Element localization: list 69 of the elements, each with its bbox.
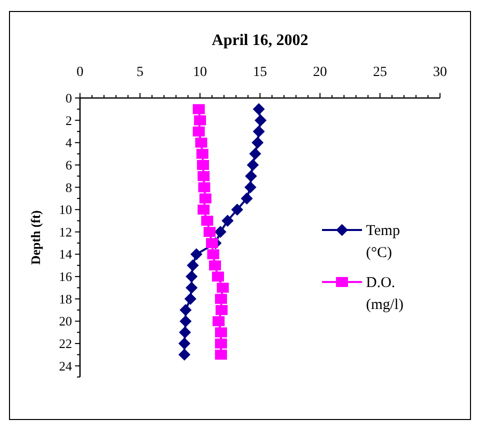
point bbox=[186, 270, 198, 283]
x-tick-label: 20 bbox=[313, 65, 327, 80]
point bbox=[216, 305, 228, 316]
point bbox=[212, 316, 225, 326]
legend-label: Temp (°C) bbox=[366, 223, 400, 261]
point bbox=[215, 294, 227, 304]
y-tick-label: 0 bbox=[66, 90, 72, 106]
x-tick-label: 15 bbox=[253, 65, 267, 80]
y-tick-label: 4 bbox=[66, 135, 72, 150]
y-tick-label: 10 bbox=[59, 202, 72, 218]
y-tick-label: 14 bbox=[59, 246, 72, 262]
point bbox=[198, 182, 210, 192]
y-tick-label: 22 bbox=[59, 336, 72, 352]
y-tick-label: 6 bbox=[66, 157, 72, 172]
point bbox=[198, 171, 210, 182]
point bbox=[179, 326, 191, 338]
point bbox=[252, 125, 265, 138]
point bbox=[198, 204, 210, 215]
point bbox=[192, 126, 205, 136]
point bbox=[196, 148, 208, 159]
point bbox=[180, 315, 192, 328]
y-tick-label: 8 bbox=[66, 180, 72, 195]
point bbox=[249, 148, 262, 160]
y-tick-label: 16 bbox=[59, 269, 72, 284]
point bbox=[240, 192, 253, 204]
point bbox=[252, 136, 264, 149]
point bbox=[180, 304, 192, 316]
x-tick-label: 0 bbox=[76, 65, 84, 80]
x-tick-label: 5 bbox=[136, 65, 144, 80]
point bbox=[201, 216, 214, 226]
x-tick-label: 25 bbox=[373, 65, 387, 80]
point bbox=[184, 292, 196, 305]
y-axis-title: Depth (ft) bbox=[28, 210, 43, 265]
point bbox=[190, 248, 202, 260]
x-tick-label: 30 bbox=[433, 65, 447, 80]
point bbox=[216, 282, 229, 293]
point bbox=[246, 158, 259, 171]
point bbox=[244, 181, 256, 194]
point bbox=[186, 259, 199, 272]
point bbox=[252, 103, 265, 116]
point bbox=[214, 226, 226, 238]
x-tick-label: 10 bbox=[193, 65, 207, 80]
point bbox=[186, 282, 198, 294]
point bbox=[178, 338, 190, 350]
point bbox=[215, 350, 227, 360]
point bbox=[231, 204, 244, 216]
point bbox=[192, 104, 205, 114]
point bbox=[222, 214, 234, 227]
point bbox=[199, 193, 212, 204]
point bbox=[245, 170, 257, 182]
point bbox=[254, 114, 267, 126]
y-tick-label: 24 bbox=[59, 358, 72, 374]
point bbox=[207, 249, 220, 260]
point bbox=[206, 238, 218, 248]
point bbox=[215, 338, 227, 349]
point bbox=[178, 348, 190, 361]
y-tick-label: 18 bbox=[59, 291, 72, 306]
point bbox=[215, 327, 227, 338]
legend-label: D.O. (mg/l) bbox=[366, 275, 404, 313]
y-tick-label: 12 bbox=[59, 224, 72, 240]
point bbox=[209, 260, 221, 270]
point bbox=[195, 138, 208, 148]
point bbox=[212, 272, 224, 282]
y-tick-label: 20 bbox=[59, 314, 72, 329]
point bbox=[197, 160, 209, 170]
y-tick-label: 2 bbox=[66, 112, 72, 128]
chart-title: April 16, 2002 bbox=[212, 32, 308, 49]
point bbox=[204, 226, 216, 237]
point bbox=[194, 115, 206, 126]
